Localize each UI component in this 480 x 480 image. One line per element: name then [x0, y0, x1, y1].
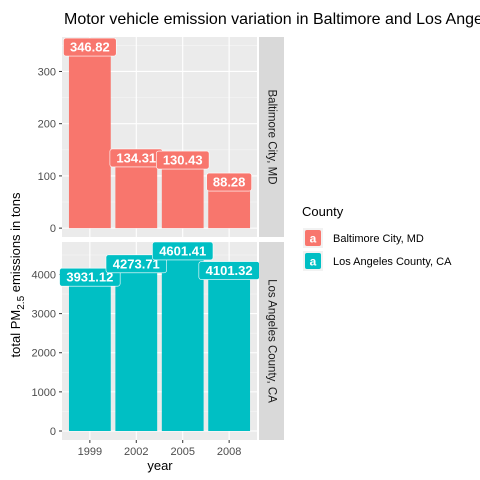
y-tick-label: 2000: [32, 348, 56, 360]
y-tick-label: 300: [38, 66, 56, 78]
data-label: 4273.71: [113, 256, 160, 271]
data-label: 3931.12: [66, 270, 113, 285]
bar-2005: [161, 160, 204, 229]
x-tick-label: 2005: [170, 446, 194, 458]
legend-key-letter: a: [310, 255, 317, 269]
data-label: 4601.41: [159, 243, 206, 258]
facet-strip: [259, 37, 284, 237]
legend-label: Baltimore City, MD: [333, 233, 424, 245]
legend-key-letter: a: [310, 232, 317, 246]
data-label-box: [63, 37, 117, 57]
y-tick-label: 3000: [32, 309, 56, 321]
data-label-box: [206, 172, 252, 192]
y-axis-label-suffix: emissions in tons: [8, 192, 23, 296]
data-label: 134.31: [116, 150, 156, 165]
y-tick-label: 200: [38, 119, 56, 131]
x-tick-label: 2002: [124, 446, 148, 458]
bar-2005: [161, 250, 204, 431]
facet-panels: 0 100 200 300 346.82 134.31 130.43 88.28 Baltimo…: [32, 37, 284, 458]
data-label-box: [59, 267, 121, 287]
legend-title: County: [302, 204, 344, 219]
facet-strip-label: Baltimore City, MD: [266, 90, 278, 185]
y-tick-label: 4000: [32, 269, 56, 281]
x-tick-label: 2008: [217, 446, 241, 458]
y-axis-label-subscript: 2.5: [16, 295, 27, 309]
bar-1999: [68, 47, 111, 229]
data-label: 130.43: [163, 153, 203, 168]
data-label: 346.82: [70, 40, 110, 55]
x-tick-label: 1999: [78, 446, 102, 458]
legend-key: [305, 253, 321, 269]
data-label: 88.28: [213, 175, 246, 190]
bar-2002: [115, 157, 158, 229]
bar-2008: [208, 270, 251, 431]
y-axis-label-main: total PM: [8, 310, 23, 358]
facet-panel-2: 0 1000 2000 3000 4000 3931.124273.714601.4141…: [32, 241, 284, 458]
y-tick-label: 0: [50, 223, 56, 235]
legend-label: Los Angeles County, CA: [333, 256, 452, 268]
y-tick-label: 0: [50, 426, 56, 438]
y-tick-label: 100: [38, 171, 56, 183]
data-label: 4101.32: [206, 263, 253, 278]
bar-2002: [115, 263, 158, 431]
facet-strip: [259, 242, 284, 440]
facet-strip-label: Los Angeles County, CA: [266, 279, 278, 403]
y-axis-label: total PM2.5 emissions in tons: [8, 192, 27, 357]
data-label-box: [156, 150, 210, 170]
data-label-box: [152, 241, 214, 261]
x-axis-label: year: [147, 458, 173, 473]
y-tick-label: 1000: [32, 387, 56, 399]
bar-1999: [68, 277, 111, 431]
data-label-box: [105, 254, 167, 274]
chart-title: Motor vehicle emission variation in Balt…: [64, 11, 480, 28]
facet-panel-1: 0 100 200 300 346.82 134.31 130.43 88.28 Baltimo…: [38, 37, 284, 237]
legend: County a Baltimore City, MD a Los Angeles C…: [302, 204, 452, 271]
legend-key: [305, 230, 321, 246]
